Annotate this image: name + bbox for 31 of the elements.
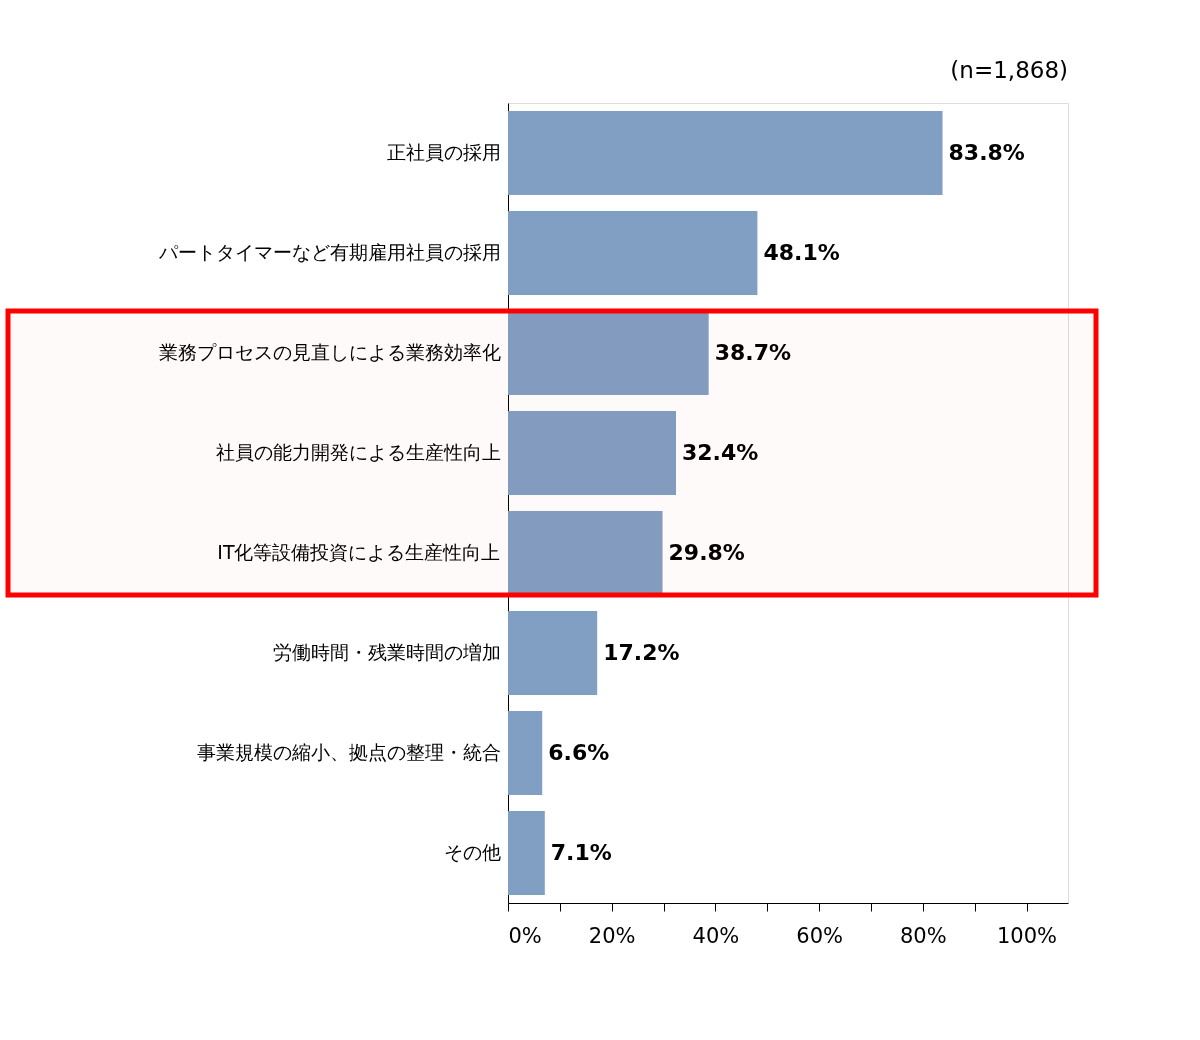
- data-label: 32.4%: [682, 440, 759, 465]
- x-tick-label: 0%: [508, 923, 542, 948]
- data-label: 7.1%: [550, 840, 612, 865]
- x-tick-label: 20%: [588, 923, 636, 948]
- x-tick-label: 60%: [796, 923, 843, 948]
- y-tick-label: 業務プロセスの見直しによる業務効率化: [158, 341, 501, 363]
- bar: [508, 211, 758, 295]
- x-tick-label: 40%: [692, 923, 740, 948]
- x-tick-label: 80%: [899, 923, 947, 948]
- y-tick-label: 労働時間・残業時間の増加: [272, 641, 501, 663]
- data-label: 29.8%: [668, 540, 745, 565]
- bar: [508, 611, 598, 695]
- data-label: 38.7%: [714, 340, 791, 365]
- y-tick-label: IT化等設備投資による生産性向上: [217, 541, 501, 563]
- bar: [508, 711, 543, 795]
- x-tick-label: 100%: [997, 923, 1058, 948]
- data-label: 6.6%: [548, 740, 610, 765]
- bar: [508, 811, 545, 895]
- y-tick-label: その他: [443, 841, 501, 863]
- bar: [508, 511, 663, 595]
- data-label: 17.2%: [603, 640, 680, 665]
- y-tick-label: 事業規模の縮小、拠点の整理・統合: [196, 741, 501, 763]
- data-label: 48.1%: [763, 240, 840, 265]
- text: (n=1,868): [950, 57, 1068, 83]
- bar: [508, 411, 676, 495]
- y-tick-label: 正社員の採用: [386, 141, 501, 163]
- y-tick-label: パートタイマーなど有期雇用社員の採用: [157, 241, 501, 263]
- bar: [508, 311, 709, 395]
- bar: [508, 111, 943, 195]
- y-tick-label: 社員の能力開発による生産性向上: [215, 441, 501, 463]
- data-label: 83.8%: [948, 140, 1025, 165]
